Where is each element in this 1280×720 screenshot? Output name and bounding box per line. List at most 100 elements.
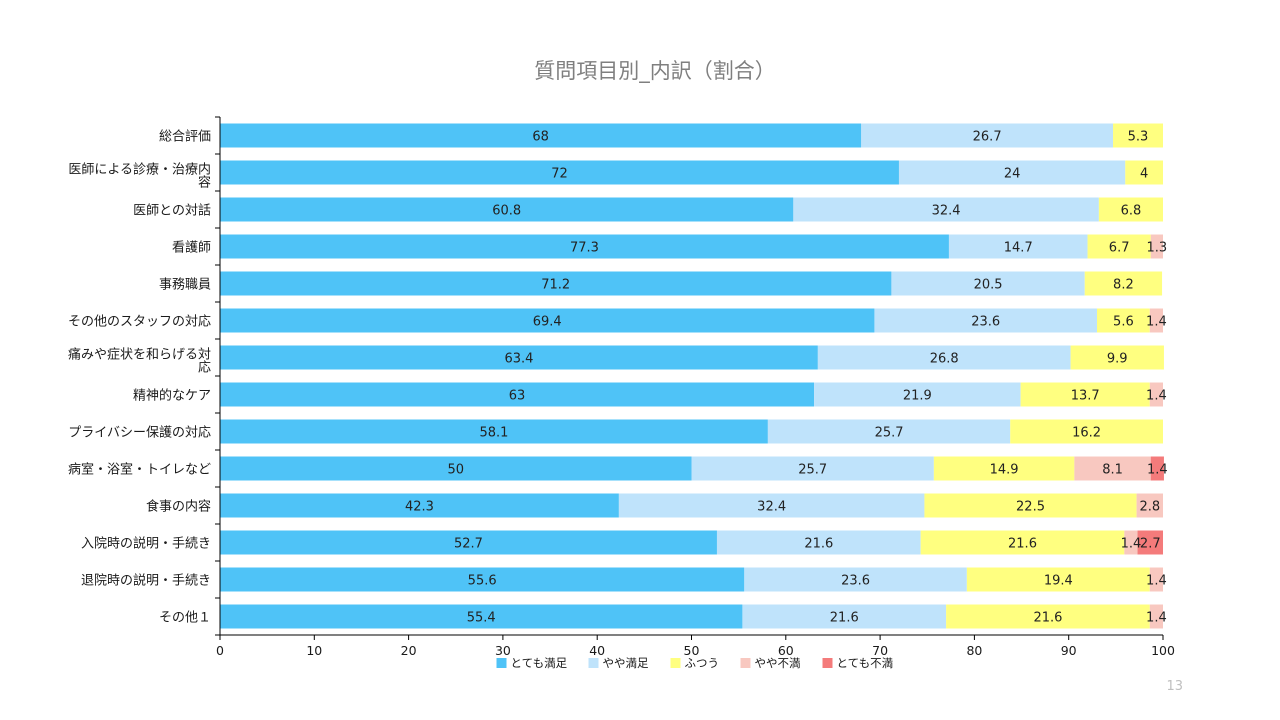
bar-segment: [744, 567, 967, 592]
x-tick-label: 50: [684, 643, 700, 658]
bar-segment: [220, 308, 875, 333]
data-label: 16.2: [1072, 426, 1101, 441]
data-label: 69.4: [533, 315, 562, 330]
bar-segment: [220, 419, 768, 444]
bar-segment: [220, 271, 892, 296]
bar-segment: [1010, 419, 1163, 444]
data-label: 9.9: [1107, 352, 1128, 367]
bar-segment: [874, 308, 1097, 333]
data-label: 63: [509, 389, 526, 404]
bar-segment: [920, 530, 1125, 555]
data-label: 13.7: [1071, 389, 1100, 404]
page-number: 13: [1166, 679, 1183, 694]
bar-segment: [1124, 530, 1138, 555]
data-label: 32.4: [757, 500, 786, 515]
legend-swatch: [822, 658, 833, 668]
category-label: 精神的なケア: [133, 388, 211, 404]
bar-segment: [817, 345, 1071, 370]
legend-item: とても不満: [822, 656, 893, 670]
category-label: 痛みや症状を和らげる対応: [68, 347, 211, 376]
bar-segment: [1074, 456, 1151, 481]
legend-item: とても満足: [496, 656, 568, 670]
legend-swatch: [670, 658, 681, 668]
x-tick-label: 80: [966, 643, 982, 658]
bars-layer: [220, 123, 1164, 629]
data-label: 77.3: [570, 241, 599, 256]
bar-segment: [861, 123, 1114, 148]
data-label: 58.1: [479, 426, 508, 441]
data-label: 6.8: [1121, 204, 1142, 219]
bar-segment: [891, 271, 1085, 296]
x-tick-label: 100: [1151, 643, 1175, 658]
data-label: 25.7: [875, 426, 904, 441]
category-label: 病室・浴室・トイレなど: [68, 462, 211, 478]
legend-item: やや満足: [588, 656, 649, 670]
bar-segment: [924, 493, 1137, 518]
data-label: 55.6: [468, 574, 497, 589]
category-label: 看護師: [172, 240, 211, 256]
bar-segment: [1137, 530, 1163, 555]
data-label: 1.4: [1146, 389, 1167, 404]
data-label: 26.7: [973, 130, 1002, 145]
data-label: 1.4: [1146, 611, 1167, 626]
data-label: 14.7: [1004, 241, 1033, 256]
category-label: 事務職員: [159, 278, 211, 293]
bar-segment: [220, 604, 743, 629]
bar-segment: [1150, 234, 1163, 259]
legend-label: とても満足: [511, 656, 568, 670]
data-label: 1.4: [1146, 315, 1167, 330]
category-label: その他のスタッフの対応: [68, 315, 211, 330]
legend-label: ふつう: [685, 656, 720, 670]
chart-title: 質問項目別_内訳（割合）: [534, 59, 776, 84]
data-labels-layer: 68 26.7 5.3 72 24 4 60.8 32.4 6.8 77.3 14.7 6.7 1.3 7…: [405, 130, 1168, 626]
bar-segment: [933, 456, 1075, 481]
data-label: 1.4: [1121, 537, 1142, 552]
bar-segment: [220, 382, 815, 407]
data-label: 24: [1004, 167, 1021, 182]
legend-label: やや不満: [755, 656, 801, 670]
bar-segment: [220, 456, 692, 481]
bar-segment: [1084, 271, 1163, 296]
bar-segment: [1070, 345, 1164, 370]
bar-segment: [1149, 382, 1163, 407]
bar-segment: [1096, 308, 1150, 333]
data-label: 63.4: [504, 352, 533, 367]
bar-segment: [948, 234, 1088, 259]
bar-segment: [220, 197, 794, 222]
bar-segment: [1149, 308, 1163, 333]
category-label: 医師との対話: [133, 203, 211, 219]
bar-segment: [220, 160, 899, 185]
bar-segment: [220, 493, 619, 518]
bar-segment: [742, 604, 947, 629]
category-label: プライバシー保護の対応: [68, 425, 211, 441]
category-label: 食事の内容: [146, 499, 211, 515]
data-label: 55.4: [467, 611, 496, 626]
bar-segment: [898, 160, 1126, 185]
bar-segment: [220, 567, 745, 592]
bar-segment: [618, 493, 925, 518]
data-label: 21.6: [830, 611, 859, 626]
legend-swatch: [588, 658, 599, 668]
bar-segment: [767, 419, 1011, 444]
legend: とても満足 やや満足 ふつう やや不満 とても不満: [496, 656, 893, 670]
data-label: 21.6: [1008, 537, 1037, 552]
data-label: 21.9: [903, 389, 932, 404]
bar-segment: [691, 456, 934, 481]
bar-segment: [220, 234, 949, 259]
data-label: 20.5: [974, 278, 1003, 293]
x-tick-label: 90: [1061, 643, 1077, 658]
data-label: 8.1: [1102, 463, 1123, 478]
bar-segment: [1149, 567, 1163, 592]
data-label: 68: [532, 130, 549, 145]
bar-segment: [220, 123, 862, 148]
x-tick-label: 20: [401, 643, 417, 658]
data-label: 4: [1140, 167, 1148, 182]
legend-label: やや満足: [603, 656, 649, 670]
data-label: 50: [447, 463, 464, 478]
category-label: 総合評価: [159, 130, 211, 145]
bar-segment: [1020, 382, 1150, 407]
data-label: 25.7: [798, 463, 827, 478]
data-label: 1.4: [1146, 574, 1167, 589]
category-label: 退院時の説明・手続き: [81, 573, 211, 589]
